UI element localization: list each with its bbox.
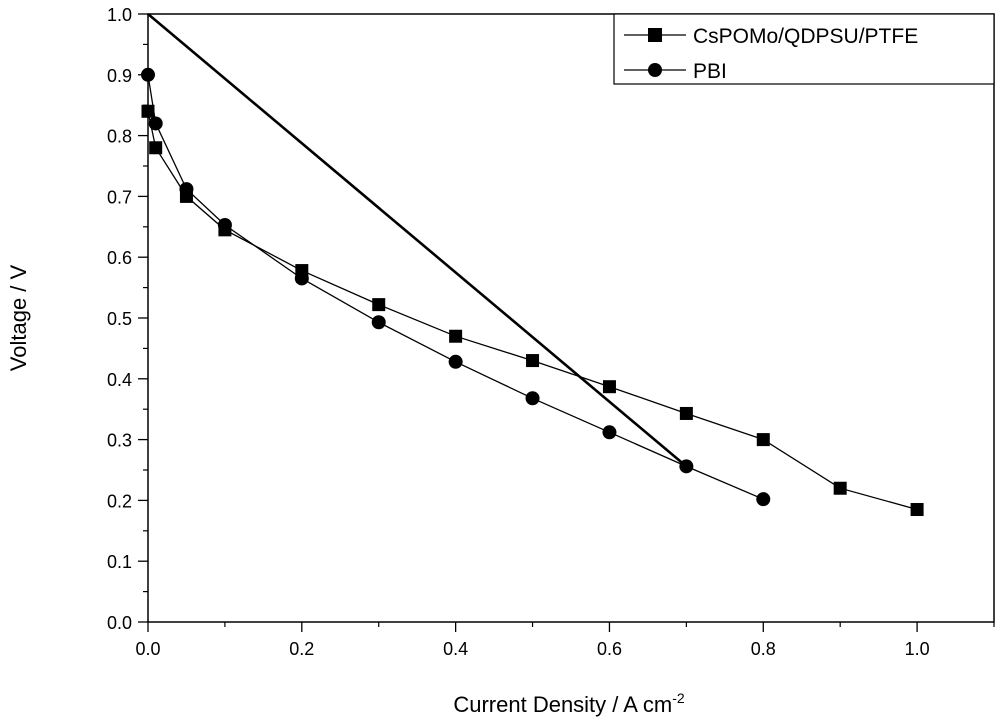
plot-frame — [147, 13, 995, 623]
legend-label-csp: CsPOMo/QDPSU/PTFE — [693, 25, 918, 48]
y-tick-label: 0.4 — [107, 370, 132, 390]
annotation-straight-line — [147, 13, 688, 468]
data-point-square — [910, 503, 924, 517]
legend-marker-circle — [648, 63, 662, 77]
series-line-1 — [147, 74, 764, 500]
y-axis-title: Voltage / V — [6, 264, 31, 371]
legend-box — [613, 13, 995, 85]
data-point-circle — [179, 182, 194, 197]
legend-entry-csp: CsPOMo/QDPSU/PTFE — [624, 25, 918, 48]
x-tick-label: 0.4 — [443, 639, 468, 659]
legend-marker-square — [648, 28, 662, 42]
data-point-square — [526, 354, 540, 368]
data-point-square — [833, 481, 847, 495]
legend: CsPOMo/QDPSU/PTFE PBI — [613, 13, 995, 85]
data-point-circle — [294, 271, 309, 286]
data-point-circle — [525, 391, 540, 406]
y-tick-label: 0.8 — [107, 127, 132, 147]
x-tick-label: 1.0 — [905, 639, 930, 659]
x-tick-label: 0.6 — [597, 639, 622, 659]
x-axis-title: Current Density / A cm-2 — [453, 690, 685, 717]
x-axis-title-main: Current Density / A cm — [453, 692, 672, 717]
ticks-layer: 0.0 0.2 0.4 0.6 0.8 1.0 0.0 0.1 0.2 0.3 0.4 0.5 0.6 0… — [107, 5, 995, 659]
data-point-circle — [371, 315, 386, 330]
x-tick-label: 0.2 — [289, 639, 314, 659]
y-tick-label: 0.5 — [107, 309, 132, 329]
y-tick-label: 0.7 — [107, 187, 132, 207]
data-point-circle — [756, 492, 771, 507]
y-tick-label: 1.0 — [107, 5, 132, 25]
data-point-square — [756, 433, 770, 447]
y-tick-label: 0.3 — [107, 431, 132, 451]
legend-label-pbi: PBI — [693, 60, 727, 83]
data-point-circle — [602, 425, 617, 440]
data-point-square — [602, 380, 616, 394]
annotation-layer — [147, 13, 688, 468]
data-point-square — [449, 329, 463, 343]
series-line-0 — [147, 111, 918, 511]
data-point-square — [679, 406, 693, 420]
data-point-square — [372, 298, 386, 312]
data-point-circle — [217, 217, 232, 232]
x-tick-label: 0.8 — [751, 639, 776, 659]
data-point-circle — [148, 116, 163, 131]
x-axis-title-superscript: -2 — [672, 690, 685, 706]
y-tick-label: 0.1 — [107, 552, 132, 572]
y-tick-label: 0.9 — [107, 66, 132, 86]
legend-entry-pbi: PBI — [624, 60, 727, 83]
y-tick-label: 0.0 — [107, 613, 132, 633]
data-point-circle — [679, 459, 694, 474]
y-tick-label: 0.6 — [107, 248, 132, 268]
x-tick-label: 0.0 — [135, 639, 160, 659]
y-tick-label: 0.2 — [107, 491, 132, 511]
data-point-square — [149, 141, 163, 155]
data-point-circle — [448, 354, 463, 369]
series-layer — [141, 67, 924, 517]
